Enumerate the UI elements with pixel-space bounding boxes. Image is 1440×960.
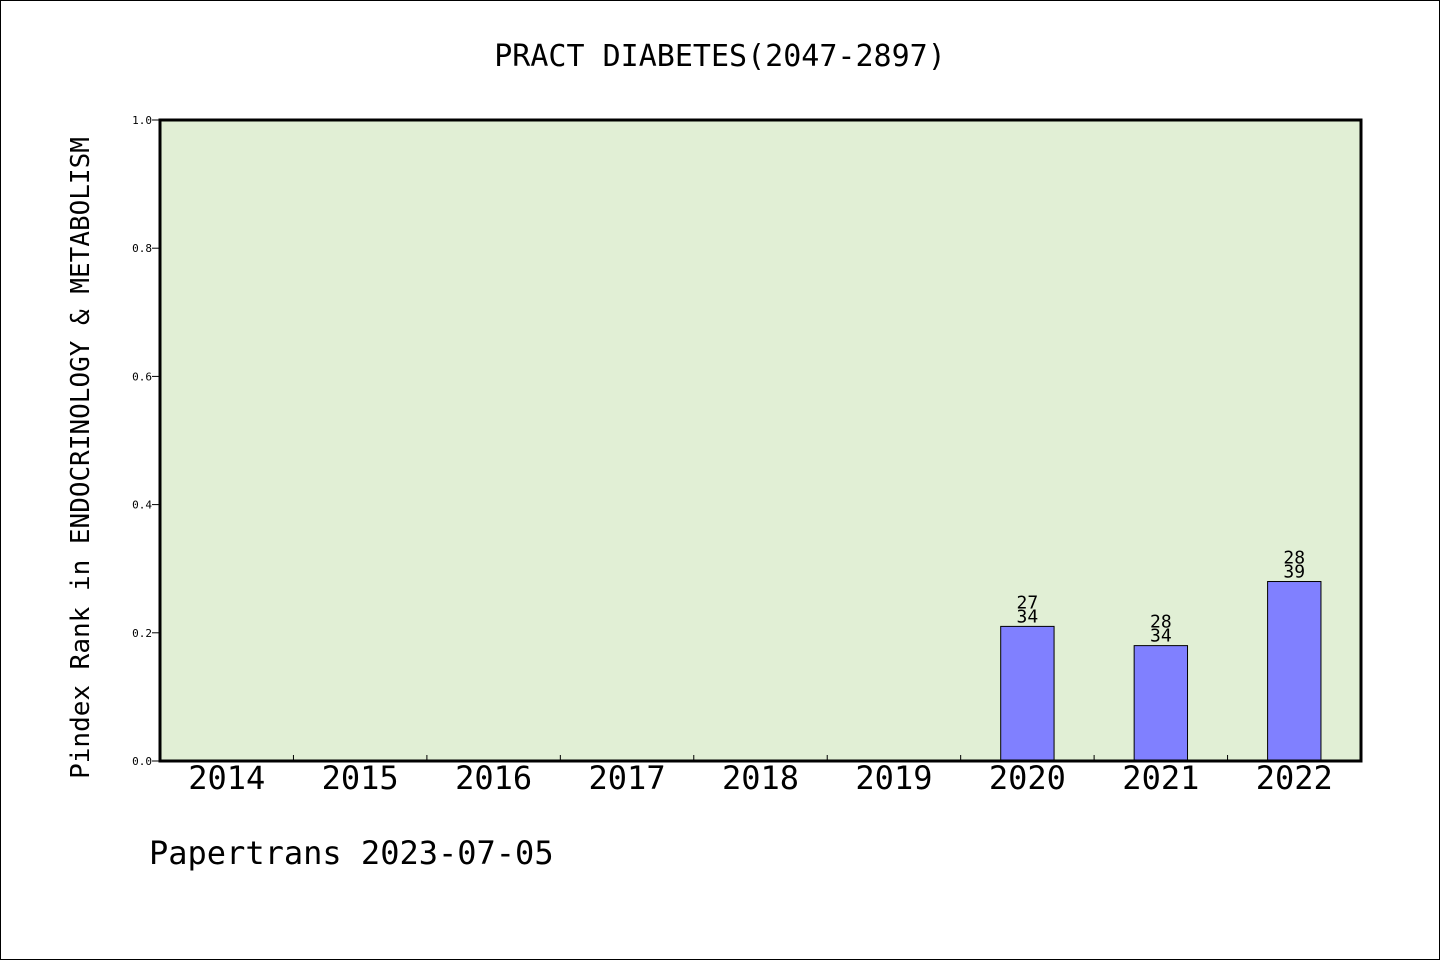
x-tick-label: 2015: [322, 759, 399, 797]
x-tick-label: 2019: [855, 759, 932, 797]
x-tick-label: 2017: [589, 759, 666, 797]
x-tick-label: 2020: [989, 759, 1066, 797]
ticks-layer: 0.0 0.2 0.4 0.6 0.8 1.0 2014 2015 2016 2017 2018 20…: [132, 114, 1333, 797]
bar-total-label: 34: [1150, 626, 1172, 647]
y-tick-label: 1.0: [132, 114, 152, 127]
y-tick-label: 0.2: [132, 627, 152, 640]
bar-rank-label: 27: [1017, 592, 1039, 613]
bar-2022: [1267, 581, 1322, 762]
chart-title: PRACT DIABETES(2047-2897): [494, 39, 946, 74]
x-tick-label: 2018: [722, 759, 799, 797]
y-axis-label: Pindex Rank in ENDOCRINOLOGY & METABOLIS…: [66, 137, 96, 779]
y-tick-label: 0.0: [132, 755, 152, 768]
x-tick-label: 2014: [188, 759, 265, 797]
y-tick-label: 0.4: [132, 499, 152, 512]
bar-2020: [1000, 625, 1055, 762]
bar-total-label: 39: [1283, 562, 1305, 583]
bar-rank-label: 28: [1150, 612, 1172, 633]
y-tick-label: 0.8: [132, 242, 152, 255]
x-tick-label: 2022: [1256, 759, 1333, 797]
footer-credit: Papertrans 2023-07-05: [149, 834, 554, 872]
bar-2021: [1133, 645, 1189, 762]
plot-border: [158, 118, 1363, 763]
bar-total-label: 34: [1017, 606, 1039, 627]
x-tick-label: 2021: [1122, 759, 1199, 797]
bar-rank-label: 28: [1283, 548, 1305, 569]
x-tick-label: 2016: [455, 759, 532, 797]
y-tick-label: 0.6: [132, 370, 152, 383]
